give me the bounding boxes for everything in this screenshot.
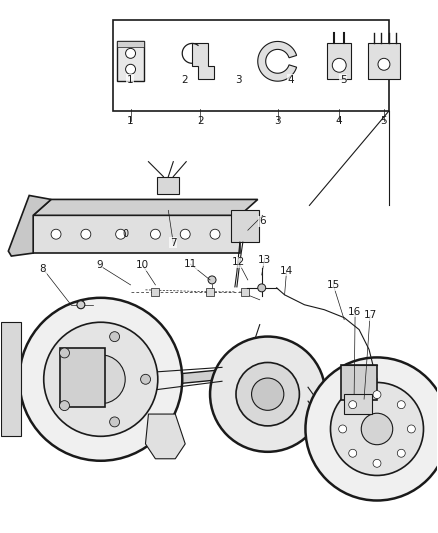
Circle shape	[110, 417, 120, 427]
Circle shape	[110, 332, 120, 342]
Circle shape	[361, 413, 393, 445]
Bar	[117, 42, 145, 47]
Polygon shape	[145, 414, 185, 459]
Circle shape	[407, 425, 415, 433]
Text: 3: 3	[274, 116, 281, 126]
Text: 14: 14	[280, 266, 293, 276]
Bar	[157, 176, 179, 195]
Circle shape	[81, 229, 91, 239]
Bar	[231, 211, 259, 242]
Circle shape	[180, 229, 190, 239]
Text: 16: 16	[348, 306, 361, 317]
Circle shape	[349, 449, 357, 457]
Text: 3: 3	[235, 75, 242, 85]
Text: 7: 7	[170, 238, 177, 248]
Bar	[344, 394, 372, 414]
Bar	[60, 349, 105, 407]
Bar	[152, 288, 159, 296]
Text: 1: 1	[127, 116, 134, 126]
Text: 10: 10	[136, 260, 149, 270]
Circle shape	[60, 348, 70, 358]
Text: 1: 1	[127, 75, 133, 85]
Circle shape	[331, 383, 424, 475]
Polygon shape	[258, 42, 297, 81]
Circle shape	[339, 425, 346, 433]
Bar	[33, 215, 240, 253]
Text: 13: 13	[258, 255, 271, 265]
Text: 11: 11	[184, 260, 198, 269]
Circle shape	[126, 49, 135, 58]
Circle shape	[141, 374, 151, 384]
Text: 0: 0	[123, 229, 129, 239]
Bar	[117, 42, 145, 81]
Circle shape	[44, 322, 158, 437]
Circle shape	[77, 301, 85, 309]
Text: 8: 8	[39, 264, 46, 274]
Polygon shape	[192, 43, 214, 79]
Circle shape	[210, 336, 325, 452]
Bar	[241, 288, 249, 296]
Circle shape	[378, 58, 390, 70]
Polygon shape	[8, 196, 51, 256]
Circle shape	[210, 229, 220, 239]
Text: 12: 12	[232, 257, 245, 267]
Bar	[1, 322, 21, 437]
Circle shape	[19, 298, 182, 461]
Circle shape	[332, 58, 346, 72]
Circle shape	[60, 401, 70, 410]
Bar	[341, 365, 377, 400]
Text: 15: 15	[326, 280, 339, 290]
Text: 5: 5	[381, 116, 387, 126]
Circle shape	[51, 229, 61, 239]
Circle shape	[373, 391, 381, 399]
Text: 2: 2	[197, 116, 203, 126]
Text: 9: 9	[96, 261, 102, 270]
Circle shape	[349, 401, 357, 409]
Bar	[206, 288, 214, 296]
Bar	[113, 20, 389, 111]
Circle shape	[116, 229, 126, 239]
Circle shape	[251, 378, 284, 410]
Circle shape	[150, 229, 160, 239]
Circle shape	[258, 284, 266, 292]
Circle shape	[305, 358, 438, 500]
Text: 17: 17	[364, 310, 377, 320]
Text: 4: 4	[287, 75, 294, 85]
Circle shape	[397, 449, 405, 457]
Circle shape	[126, 64, 135, 74]
Circle shape	[236, 362, 300, 426]
Bar	[368, 43, 400, 79]
Text: 6: 6	[259, 216, 266, 227]
Circle shape	[76, 355, 125, 403]
Circle shape	[208, 276, 216, 284]
Text: 5: 5	[340, 75, 346, 85]
Text: 2: 2	[181, 75, 187, 85]
Text: 4: 4	[336, 116, 343, 126]
Bar	[327, 43, 351, 79]
Circle shape	[397, 401, 405, 409]
Polygon shape	[33, 199, 258, 215]
Circle shape	[373, 459, 381, 467]
